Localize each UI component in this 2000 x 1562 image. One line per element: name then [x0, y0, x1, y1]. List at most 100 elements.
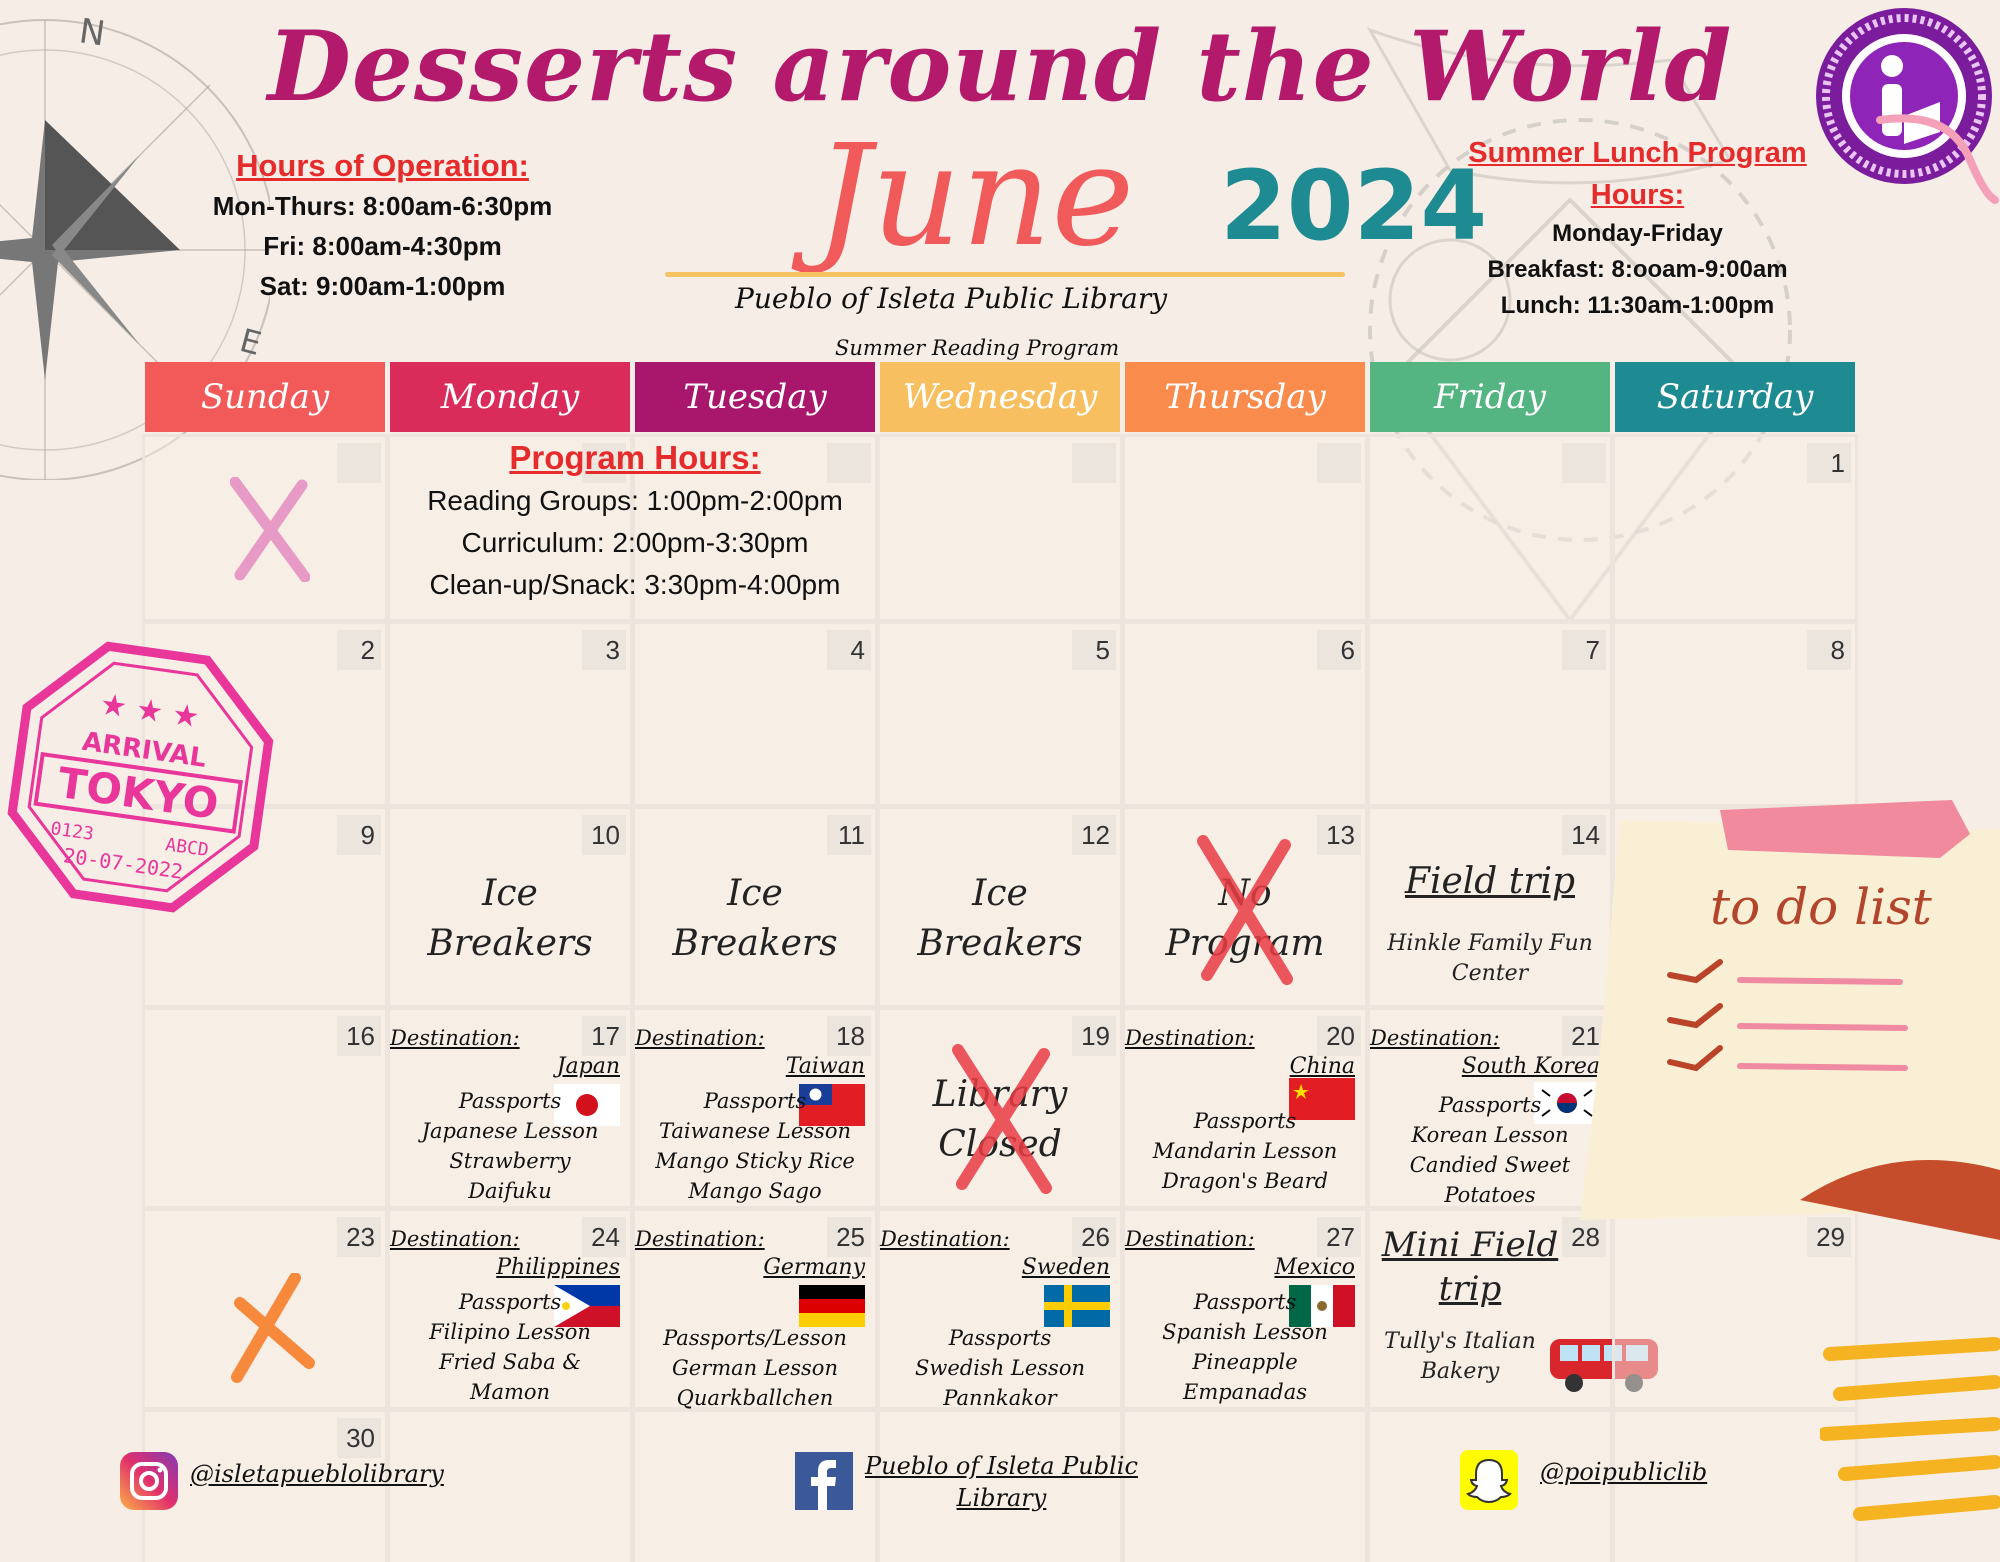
calendar-cell-day-18: 18 Destination: Taiwan Passports Taiwane…	[635, 1010, 875, 1206]
title-underline	[665, 272, 1345, 277]
detail-line: Passports	[1193, 1290, 1297, 1314]
day-number: 6	[1317, 630, 1361, 670]
day-number: 21	[1562, 1016, 1606, 1056]
event-field-trip-place: Hinkle Family Fun Center	[1387, 931, 1593, 986]
calendar-cell-day-1: 1	[1615, 437, 1855, 619]
day-header-sunday: Sunday	[145, 362, 385, 432]
japan-flag-icon	[554, 1084, 620, 1126]
detail-line: Tully's Italian	[1384, 1329, 1536, 1354]
event-ice-breakers: Ice Breakers	[390, 869, 630, 969]
hours-line: Mon-Thurs: 8:00am-6:30pm	[212, 191, 553, 221]
detail-line: Dragon's Beard	[1161, 1169, 1329, 1193]
day-number: 29	[1807, 1217, 1851, 1257]
calendar-cell-day-28: 28 Mini Field trip Tully's Italian Baker…	[1370, 1211, 1658, 1407]
lunch-program-hours: Summer Lunch Program Hours: Monday-Frida…	[1445, 132, 1830, 324]
month-title: June	[815, 115, 1135, 278]
detail-line: Quarkballchen	[676, 1386, 834, 1410]
day-number: 10	[582, 815, 626, 855]
event-text: Breakers	[917, 923, 1083, 964]
calendar-cell-empty	[390, 437, 630, 619]
country-mexico: Mexico	[1274, 1255, 1355, 1280]
event-details: Passports/Lesson German Lesson Quarkball…	[635, 1323, 875, 1413]
day-header-wednesday: Wednesday	[880, 362, 1120, 432]
day-number: 4	[827, 630, 871, 670]
country-philippines: Philippines	[496, 1255, 620, 1280]
calendar-cell-day-27: 27 Destination: Mexico Passports Spanish…	[1125, 1211, 1365, 1407]
destination-label: Destination:	[635, 1227, 765, 1251]
detail-line: Pineapple	[1192, 1350, 1298, 1374]
day-number: 11	[827, 815, 871, 855]
detail-line: Mango Sticky Rice	[655, 1149, 855, 1173]
day-number: 19	[1072, 1016, 1116, 1056]
event-text: Ice	[972, 873, 1028, 914]
facebook-icon[interactable]	[795, 1452, 853, 1510]
calendar-cell-day-25: 25 Destination: Germany Passports/Lesson…	[635, 1211, 875, 1410]
day-number: 8	[1807, 630, 1851, 670]
calendar-cell-empty	[145, 437, 385, 619]
event-details: Passports Spanish Lesson Pineapple Empan…	[1125, 1287, 1365, 1407]
calendar-cell-empty	[635, 437, 875, 619]
calendar-cell-day-7: 7	[1370, 624, 1610, 804]
detail-line: Spanish Lesson	[1162, 1320, 1328, 1344]
event-details: Passports Korean Lesson Candied Sweet Po…	[1370, 1090, 1610, 1210]
hours-line: Sat: 9:00am-1:00pm	[259, 271, 506, 301]
lunch-title-hours: Hours:	[1590, 179, 1685, 211]
facebook-handle[interactable]: Pueblo of Isleta Public Library	[865, 1450, 1138, 1514]
day-number: 20	[1317, 1016, 1361, 1056]
main-title: Desserts around the World	[267, 10, 1733, 123]
cross-mark-icon	[230, 477, 310, 582]
event-text: trip	[1438, 1269, 1502, 1309]
day-number: 13	[1317, 815, 1361, 855]
cross-mark-icon	[1197, 835, 1293, 985]
calendar-cell-day-23: 23	[145, 1211, 385, 1407]
event-text: Breakers	[427, 923, 593, 964]
svg-text:N: N	[77, 11, 108, 54]
taiwan-flag-icon	[799, 1084, 865, 1126]
detail-line: Filipino Lesson	[429, 1320, 591, 1344]
program-hours-line: Curriculum: 2:00pm-3:30pm	[461, 527, 809, 558]
tokyo-stamp: ★ ★ ★ ARRIVAL TOKYO 0123 ABCD 20-07-2022	[7, 641, 274, 913]
hours-of-operation: Hours of Operation: Mon-Thurs: 8:00am-6:…	[180, 146, 585, 306]
cross-mark-icon	[231, 1273, 315, 1383]
library-name: Pueblo of Isleta Public Library	[735, 282, 1168, 315]
calendar-cell-day-9: 9	[145, 809, 385, 1005]
day-header-tuesday: Tuesday	[635, 362, 875, 432]
day-number-blank	[1562, 443, 1606, 483]
day-header-monday: Monday	[390, 362, 630, 432]
detail-line: Korean Lesson	[1411, 1123, 1569, 1147]
destination-label: Destination:	[1125, 1227, 1255, 1251]
destination-label: Destination:	[390, 1026, 520, 1050]
detail-line: Potatoes	[1444, 1183, 1536, 1207]
detail-line: Passports	[458, 1290, 562, 1314]
lunch-title: Summer Lunch Program	[1468, 137, 1807, 169]
program-name: Summer Reading Program	[835, 336, 1120, 360]
snapchat-icon[interactable]	[1460, 1450, 1518, 1510]
germany-flag-icon	[799, 1285, 865, 1327]
event-details: Passports Swedish Lesson Pannkakor	[880, 1323, 1120, 1413]
sweden-flag-icon	[1044, 1285, 1110, 1327]
instagram-handle[interactable]: @isletapueblolibrary	[190, 1460, 444, 1488]
event-text: Ice	[727, 873, 783, 914]
event-text: Ice	[482, 873, 538, 914]
event-ice-breakers: Ice Breakers	[635, 869, 875, 969]
day-number-blank	[582, 443, 626, 483]
day-number: 2	[337, 630, 381, 670]
program-hours: Program Hours: Reading Groups: 1:00pm-2:…	[390, 436, 880, 606]
calendar-cell-day-8: 8	[1615, 624, 1855, 804]
day-number: 30	[337, 1418, 381, 1458]
hours-line: Fri: 8:00am-4:30pm	[263, 231, 502, 261]
day-number: 27	[1317, 1217, 1361, 1257]
day-number: 26	[1072, 1217, 1116, 1257]
country-japan: Japan	[556, 1054, 620, 1079]
lunch-line: Monday-Friday	[1552, 220, 1723, 247]
event-text: Breakers	[672, 923, 838, 964]
detail-line: Bakery	[1420, 1359, 1500, 1384]
instagram-icon[interactable]	[120, 1452, 178, 1510]
year-title: 2024	[1220, 150, 1488, 262]
detail-line: Passports	[1438, 1093, 1542, 1117]
destination-label: Destination:	[635, 1026, 765, 1050]
event-field-trip: Field trip	[1404, 861, 1576, 902]
detail-line: Passports/Lesson	[663, 1326, 847, 1350]
snapchat-handle[interactable]: @poipubliclib	[1540, 1458, 1708, 1486]
compass-decoration: N E	[0, 11, 270, 480]
